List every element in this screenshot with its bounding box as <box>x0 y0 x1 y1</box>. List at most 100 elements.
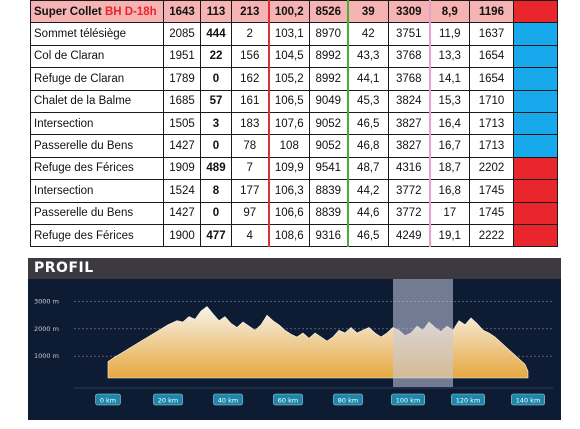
stage-ascent-cell: 1713 <box>469 134 514 158</box>
x-tick-badge <box>213 393 243 406</box>
x-tick: 40 km <box>213 393 243 406</box>
waypoint-name-cell: Refuge des Férices <box>30 156 164 181</box>
waypoint-name-cell: Intersection <box>30 111 164 136</box>
stage-distance-cell: 16,7 <box>428 134 470 158</box>
descent-cell: 4 <box>231 223 269 248</box>
stage-distance-cell: 18,7 <box>428 156 470 181</box>
x-tick-label: 140 km <box>516 397 541 405</box>
partial-ascent-cell: 3827 <box>388 134 430 158</box>
waypoint-table: Super Collet BH D-18h 1643 113 213 100,2 8526… <box>30 0 558 248</box>
x-tick: 100 km <box>391 393 425 406</box>
altitude-cell: 1643 <box>163 0 201 24</box>
ascent-cell: 0 <box>200 201 232 225</box>
ascent-cell: 489 <box>200 156 232 181</box>
ascent-cell: 8 <box>200 179 232 203</box>
route-color-cell <box>513 179 558 203</box>
x-tick-label: 80 km <box>338 397 358 405</box>
descent-cell: 161 <box>231 89 269 113</box>
route-color-cell <box>513 22 558 46</box>
y-tick-label: 1000 m <box>34 352 59 360</box>
partial-ascent-cell: 4249 <box>388 223 430 248</box>
route-color-cell <box>513 111 558 136</box>
route-color-cell <box>513 223 558 248</box>
total-ascent-cell: 8970 <box>309 22 348 46</box>
partial-distance-cell: 46,8 <box>346 134 389 158</box>
highlighted-segment <box>393 279 453 387</box>
partial-distance-cell: 44,2 <box>346 179 389 203</box>
stage-ascent-cell: 1710 <box>469 89 514 113</box>
x-tick-badge <box>451 393 485 406</box>
partial-ascent-cell: 3768 <box>388 67 430 91</box>
waypoint-name: Passerelle du Bens <box>34 140 134 153</box>
x-tick-badge <box>391 393 425 406</box>
table-row: Super Collet BH D-18h 1643 113 213 100,2 8526… <box>30 0 558 24</box>
x-tick-badge <box>333 393 363 406</box>
x-tick-label: 40 km <box>218 397 238 405</box>
stage-ascent-cell: 1637 <box>469 22 514 46</box>
x-tick-badge <box>511 393 545 406</box>
partial-ascent-cell: 3751 <box>388 22 430 46</box>
partial-ascent-cell: 3772 <box>388 201 430 225</box>
altitude-cell: 1951 <box>163 44 201 69</box>
stage-ascent-cell: 1654 <box>469 44 514 69</box>
x-tick: 120 km <box>451 393 485 406</box>
waypoint-name: Sommet télésiège <box>34 28 127 41</box>
stage-ascent-cell: 1654 <box>469 67 514 91</box>
stage-distance-cell: 17 <box>428 201 470 225</box>
x-tick-badge <box>95 393 121 406</box>
altitude-cell: 1789 <box>163 67 201 91</box>
profile-title: PROFIL <box>34 260 94 276</box>
distance-cell: 100,2 <box>267 0 310 24</box>
total-ascent-cell: 8839 <box>309 201 348 225</box>
partial-distance-cell: 43,3 <box>346 44 389 69</box>
stage-distance-cell: 13,3 <box>428 44 470 69</box>
partial-distance-cell: 46,5 <box>346 111 389 136</box>
ascent-cell: 113 <box>200 0 232 24</box>
waypoint-name: Super Collet <box>34 5 102 18</box>
x-tick: 20 km <box>153 393 183 406</box>
y-tick-label: 2000 m <box>34 325 59 333</box>
total-ascent-cell: 9049 <box>309 89 348 113</box>
x-tick-label: 100 km <box>396 397 421 405</box>
table-row: Chalet de la Balme 1685 57 161 106,5 9049 45,3… <box>30 89 558 113</box>
partial-ascent-cell: 3309 <box>388 0 430 24</box>
stage-distance-cell: 19,1 <box>428 223 470 248</box>
distance-cell: 107,6 <box>267 111 310 136</box>
altitude-cell: 1685 <box>163 89 201 113</box>
x-tick-label: 60 km <box>278 397 298 405</box>
total-ascent-cell: 9052 <box>309 111 348 136</box>
stage-ascent-cell: 1196 <box>469 0 514 24</box>
partial-distance-cell: 42 <box>346 22 389 46</box>
waypoint-name: Col de Claran <box>34 50 105 63</box>
x-tick: 140 km <box>511 393 545 406</box>
distance-cell: 106,6 <box>267 201 310 225</box>
waypoint-name-cell: Chalet de la Balme <box>30 89 164 113</box>
elevation-profile-chart: 3000 m 2000 m 1000 m 0 km 20 km 40 km 60 km 80 … <box>34 279 553 406</box>
distance-cell: 106,3 <box>267 179 310 203</box>
total-ascent-cell: 9541 <box>309 156 348 181</box>
descent-cell: 2 <box>231 22 269 46</box>
partial-ascent-cell: 3772 <box>388 179 430 203</box>
table-row: Intersection 1505 3 183 107,6 9052 46,5 3827 16,… <box>30 111 558 136</box>
waypoint-name-cell: Passerelle du Bens <box>30 134 164 158</box>
altitude-cell: 1427 <box>163 134 201 158</box>
table-row: Passerelle du Bens 1427 0 78 108 9052 46,8 3827… <box>30 134 558 158</box>
stage-distance-cell: 16,8 <box>428 179 470 203</box>
stage-ascent-cell: 1745 <box>469 179 514 203</box>
altitude-cell: 1505 <box>163 111 201 136</box>
ascent-cell: 57 <box>200 89 232 113</box>
altitude-cell: 1900 <box>163 223 201 248</box>
waypoint-name: Passerelle du Bens <box>34 207 134 220</box>
total-ascent-cell: 8839 <box>309 179 348 203</box>
partial-ascent-cell: 3824 <box>388 89 430 113</box>
table-row: Refuge de Claran 1789 0 162 105,2 8992 44,1 376… <box>30 67 558 91</box>
altitude-cell: 1427 <box>163 201 201 225</box>
route-color-cell <box>513 89 558 113</box>
stage-distance-cell: 14,1 <box>428 67 470 91</box>
descent-cell: 162 <box>231 67 269 91</box>
distance-cell: 105,2 <box>267 67 310 91</box>
descent-cell: 183 <box>231 111 269 136</box>
waypoint-name-cell: Refuge des Férices <box>30 223 164 248</box>
descent-cell: 7 <box>231 156 269 181</box>
distance-cell: 104,5 <box>267 44 310 69</box>
